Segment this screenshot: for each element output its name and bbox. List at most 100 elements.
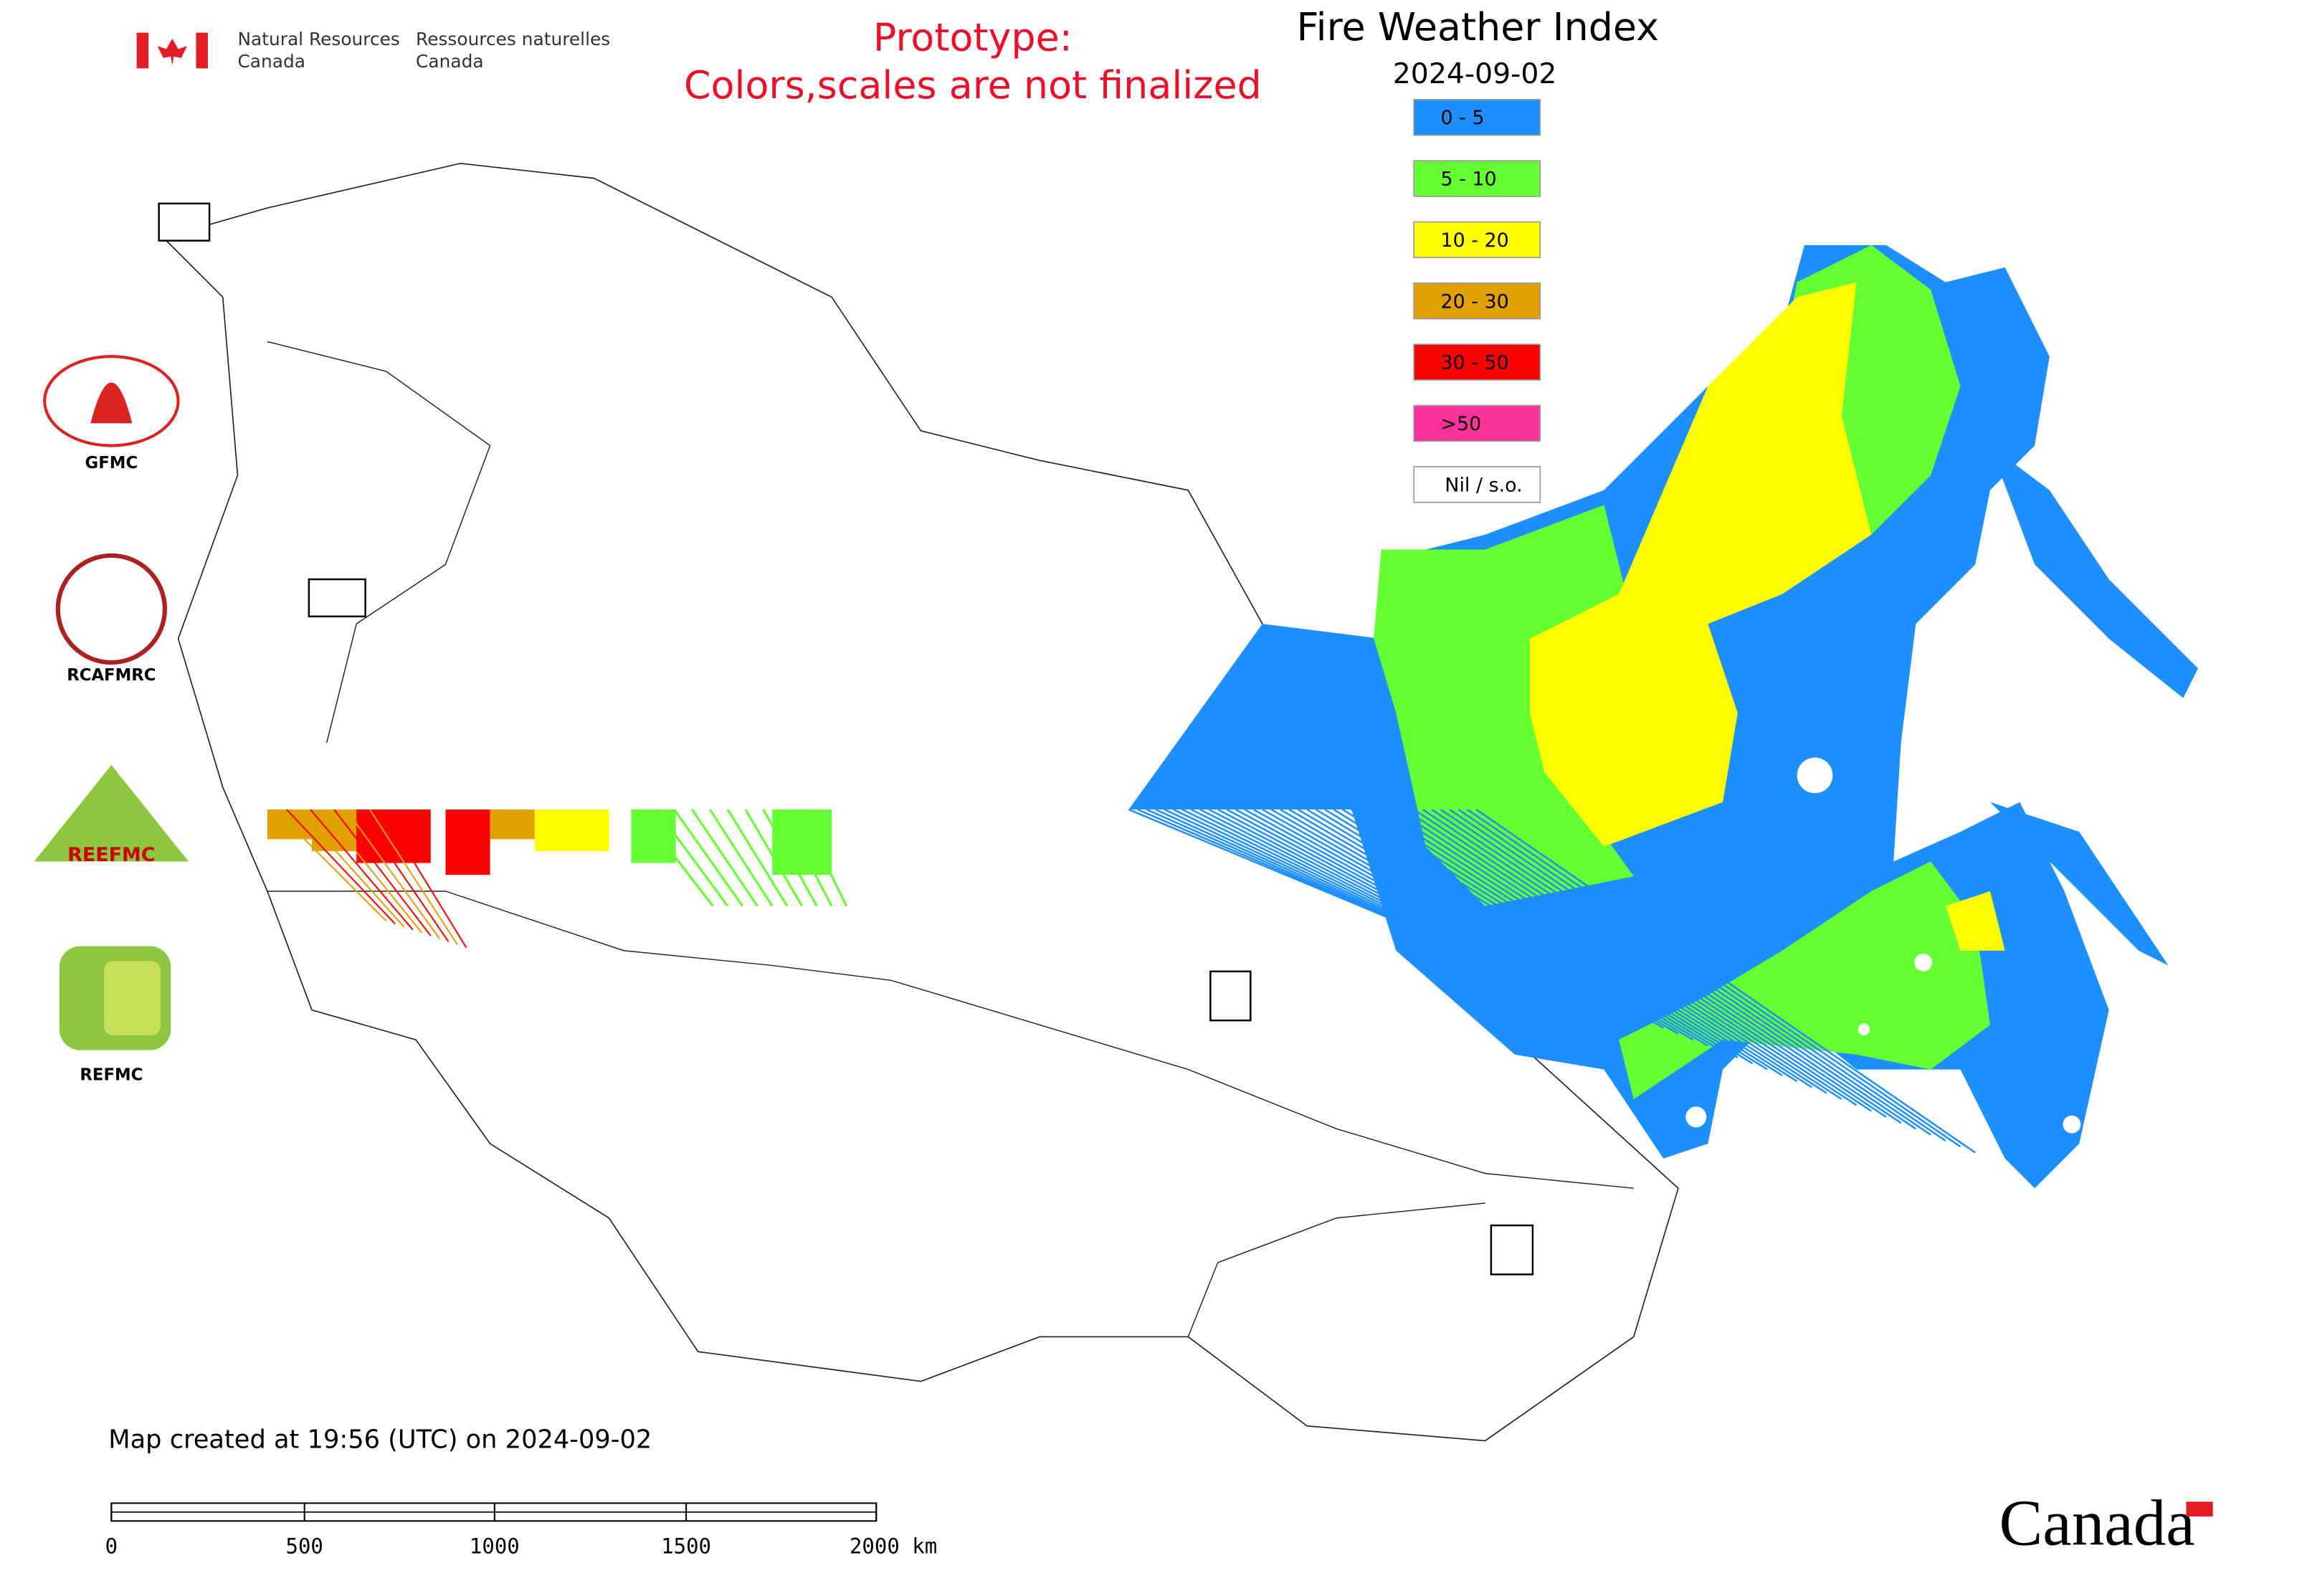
- scale-label: 2000 km: [850, 1534, 937, 1559]
- fwi-streak: [1235, 808, 1575, 993]
- fwi-region: [1989, 445, 2198, 698]
- scale-label: 1000: [470, 1534, 520, 1559]
- fwi-streak: [1137, 808, 1412, 928]
- logo-label: RCAFMRC: [67, 666, 156, 685]
- wordmark-flag: [2186, 1501, 2213, 1517]
- fwi-streak: [1369, 809, 1798, 1083]
- scale-label: 0: [105, 1534, 118, 1559]
- legend-swatch: [1413, 160, 1541, 197]
- fwi-streak: [286, 809, 396, 925]
- fwi-streak: [1262, 808, 1620, 1011]
- legend-swatch: [1413, 343, 1541, 381]
- map-title: Fire Weather Index: [1297, 4, 1659, 49]
- fwi-streak: [333, 809, 432, 936]
- legend-swatch: [1413, 221, 1541, 259]
- prototype-warning: Prototype:: [873, 15, 1072, 60]
- fwi-streak: [1333, 808, 1739, 1059]
- flag-band: [136, 32, 149, 69]
- logo-flame: [90, 382, 133, 424]
- logo-label: GFMC: [85, 454, 138, 472]
- fwi-streak: [1431, 809, 1902, 1124]
- fwi-streak: [445, 809, 490, 875]
- legend-label: 20 - 30: [1440, 290, 1508, 313]
- fwi-streak: [1395, 809, 1842, 1101]
- agency-name: Canada: [416, 51, 484, 72]
- fwi-streak: [1342, 808, 1754, 1065]
- fwi-streak: [274, 809, 387, 922]
- border-line: [1187, 1202, 1485, 1337]
- logo-text: REEFMC: [67, 844, 155, 866]
- legend-label: 5 - 10: [1440, 168, 1496, 191]
- fwi-streak: [762, 809, 818, 907]
- fwi-streak: [631, 809, 676, 863]
- logo-label: REFMC: [80, 1065, 143, 1084]
- border-line: [267, 341, 491, 744]
- fwi-streak: [655, 809, 729, 907]
- nil-spot: [1685, 1106, 1707, 1128]
- canada-wordmark: Canada: [1999, 1487, 2194, 1559]
- fwi-streak: [1297, 808, 1679, 1035]
- fwi-streak: [1387, 809, 1827, 1094]
- map-date: 2024-09-02: [1393, 57, 1557, 90]
- fwi-streak: [534, 809, 609, 852]
- fwi-streak: [1164, 808, 1456, 946]
- prototype-warning: Colors,scales are not finalized: [684, 62, 1262, 108]
- fwi-streak: [708, 809, 774, 907]
- fwi-streak: [726, 809, 789, 907]
- fwi-streak: [1449, 809, 1931, 1136]
- legend-label: 30 - 50: [1440, 352, 1508, 374]
- station-logo: [158, 202, 211, 242]
- fwi-streak: [1217, 808, 1546, 982]
- fwi-streak: [1467, 809, 1961, 1148]
- fwi-streak: [691, 809, 758, 907]
- fwi-streak: [1181, 808, 1486, 958]
- fwi-streak: [637, 809, 714, 907]
- fwi-streak: [356, 809, 431, 863]
- fwi-region: [1945, 890, 2005, 951]
- map-created: Map created at 19:56 (UTC) on 2024-09-02: [108, 1425, 652, 1454]
- fwi-streak: [1244, 808, 1590, 999]
- fwi-streak: [798, 809, 848, 907]
- legend-label: 0 - 5: [1440, 107, 1484, 129]
- fwi-streak: [368, 809, 458, 946]
- legend-swatch: [1413, 466, 1541, 503]
- fwi-streak: [1128, 808, 1397, 922]
- fwi-streak: [1377, 809, 1813, 1088]
- fwi-streak: [1359, 809, 1783, 1076]
- legend-swatch: [1413, 282, 1541, 320]
- fwi-streak: [1288, 808, 1664, 1029]
- fwi-region: [1529, 282, 1872, 847]
- fwi-streak: [1457, 809, 1946, 1142]
- scale-label: 500: [285, 1534, 323, 1559]
- fwi-streak: [1208, 808, 1531, 976]
- fwi-region: [1374, 505, 1634, 906]
- nil-spot: [2063, 1115, 2081, 1134]
- fwi-streak: [357, 809, 450, 943]
- station-logo: [1209, 970, 1252, 1022]
- fwi-streak: [345, 809, 441, 939]
- fwi-streak: [673, 809, 744, 907]
- fwi-streak: [1315, 808, 1708, 1047]
- fwi-streak: [1270, 808, 1635, 1017]
- fwi-streak: [1146, 808, 1427, 934]
- agency-name: Natural Resources: [237, 29, 399, 49]
- fwi-streak: [1190, 808, 1500, 964]
- fwi-streak: [298, 809, 405, 928]
- fwi-streak: [780, 809, 833, 907]
- logo-gfmc: [43, 355, 180, 447]
- logo-rcafmrc: [55, 553, 168, 665]
- fwi-streak: [1306, 808, 1694, 1041]
- flag-band: [196, 32, 209, 69]
- canada-flag: [136, 32, 209, 69]
- fwi-streak: [381, 809, 467, 949]
- agency-name: Ressources naturelles: [416, 29, 610, 49]
- station-logo: [1490, 1224, 1534, 1276]
- fwi-streak: [1155, 808, 1441, 940]
- station-logo: [308, 578, 366, 617]
- border-line: [267, 890, 1634, 1189]
- scale-label: 1500: [661, 1534, 711, 1559]
- fwi-streak: [744, 809, 804, 907]
- fwi-streak: [321, 809, 423, 934]
- nil-spot: [1914, 954, 1933, 972]
